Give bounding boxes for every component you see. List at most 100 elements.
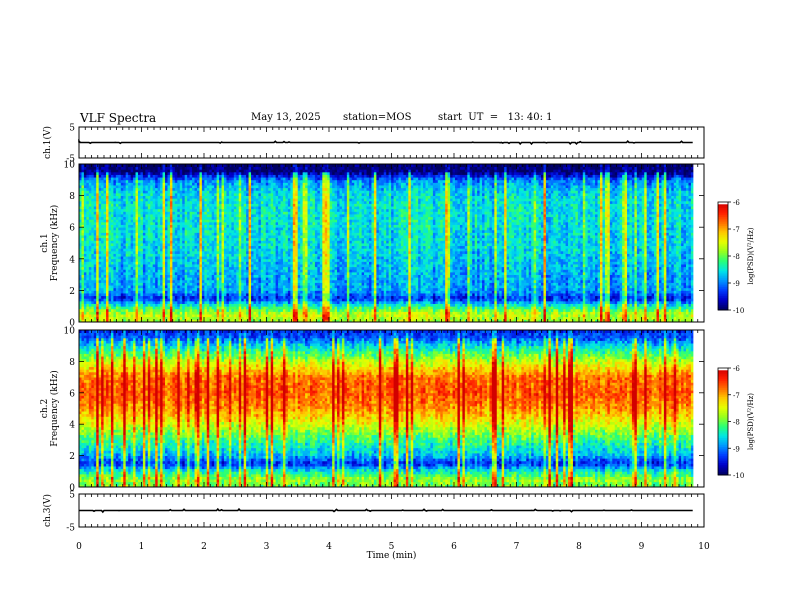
heatmap-cell [98,311,102,315]
heatmap-cell [133,303,136,307]
heatmap-cell [223,285,227,289]
heatmap-cell [359,300,363,304]
heatmap-cell [86,295,90,299]
heatmap-cell [393,287,397,291]
heatmap-cell [486,319,490,323]
heatmap-cell [206,314,210,318]
heatmap-cell [346,303,350,307]
heatmap-cell [337,303,340,307]
heatmap-cell [248,274,252,278]
heatmap-cell [155,316,159,320]
heatmap-cell [290,293,294,297]
heatmap-cell [273,316,276,320]
heatmap-cell [474,314,478,318]
heatmap-cell [287,295,291,299]
heatmap-cell [361,285,365,289]
heatmap-cell [174,293,178,297]
heatmap-cell [634,298,638,302]
heatmap-cell [378,311,382,315]
heatmap-cell [327,282,331,286]
heatmap-cell [582,295,586,299]
heatmap-cell [501,311,505,315]
heatmap-cell [634,274,638,278]
heatmap-cell [152,279,156,283]
heatmap-cell [467,287,471,291]
heatmap-cell [378,285,382,289]
heatmap-cell [332,311,335,315]
heatmap-cell [83,300,87,304]
heatmap-cell [484,285,488,289]
heatmap-cell [332,306,335,310]
heatmap-cell [590,274,594,278]
heatmap-cell [486,293,490,297]
heatmap-cell [172,306,176,310]
heatmap-cell [528,282,532,286]
heatmap-cell [260,285,264,289]
heatmap-cell [344,287,348,291]
heatmap-cell [455,279,458,283]
heatmap-cell [373,279,377,283]
heatmap-cell [339,311,343,315]
heatmap-cell [654,285,657,289]
heatmap-cell [432,271,436,275]
heatmap-cell [273,308,276,312]
heatmap-cell [282,274,286,278]
heatmap-cell [356,285,360,289]
heatmap-cell [79,293,82,297]
heatmap-cell [418,293,421,297]
heatmap-cell [447,306,451,310]
heatmap-cell [128,295,132,299]
heatmap-cell [341,295,345,299]
heatmap-cell [469,277,473,281]
heatmap-cell [661,300,665,304]
heatmap-cell [302,295,306,299]
heatmap-cell [327,306,331,310]
heatmap-cell [671,274,675,278]
heatmap-cell [526,274,530,278]
heatmap-cell [128,269,132,273]
heatmap-cell [658,295,662,299]
heatmap-cell [555,298,559,302]
heatmap-cell [216,306,220,310]
heatmap-cell [364,314,367,318]
heatmap-cell [356,295,360,299]
heatmap-cell [349,295,353,299]
heatmap-cell [415,290,419,294]
heatmap-cell [673,282,677,286]
heatmap-cell [147,319,151,323]
heatmap-cell [373,290,377,294]
heatmap-cell [371,282,375,286]
heatmap-cell [631,287,635,291]
heatmap-cell [599,314,603,318]
heatmap-cell [491,279,495,283]
heatmap-cell [661,303,665,307]
heatmap-cell [260,271,264,275]
heatmap-cell [531,287,535,291]
heatmap-cell [130,279,134,283]
heatmap-cell [469,293,473,297]
heatmap-cell [469,300,473,304]
heatmap-cell [368,277,372,281]
heatmap-cell [391,303,394,307]
heatmap-cell [595,293,598,297]
heatmap-cell [400,282,404,286]
heatmap-cell [162,274,166,278]
heatmap-cell [541,293,544,297]
heatmap-cell [494,279,498,283]
heatmap-cell [206,290,210,294]
heatmap-cell [501,308,505,312]
heatmap-cell [361,298,365,302]
heatmap-cell [602,282,606,286]
heatmap-cell [216,274,220,278]
heatmap-cell [339,306,343,310]
heatmap-cell [243,306,247,310]
heatmap-cell [658,298,662,302]
heatmap-cell [536,314,539,318]
heatmap-cell [137,271,141,275]
heatmap-cell [432,316,436,320]
heatmap-cell [106,300,109,304]
heatmap-cell [268,316,272,320]
heatmap-cell [184,271,188,275]
heatmap-cell [128,274,132,278]
heatmap-cell [268,298,272,302]
